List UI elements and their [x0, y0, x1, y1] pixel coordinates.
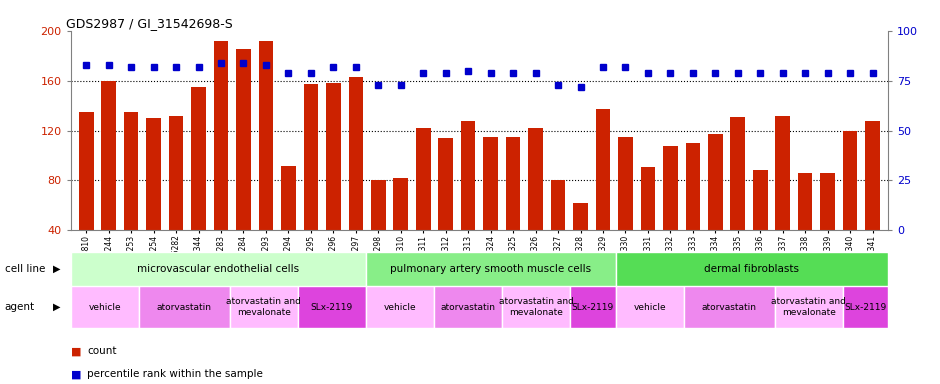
Bar	[258, 41, 274, 280]
Text: ■: ■	[70, 369, 81, 379]
Bar	[502, 286, 571, 328]
Bar	[571, 286, 616, 328]
Text: agent: agent	[5, 302, 35, 312]
Bar	[551, 180, 565, 280]
Bar	[663, 146, 678, 280]
Bar	[616, 286, 683, 328]
Bar	[596, 109, 610, 280]
Bar	[229, 286, 298, 328]
Bar	[438, 138, 453, 280]
Text: atorvastatin and
mevalonate: atorvastatin and mevalonate	[772, 298, 846, 317]
Bar	[506, 137, 521, 280]
Bar	[415, 128, 431, 280]
Bar	[776, 116, 790, 280]
Bar	[349, 77, 363, 280]
Bar	[298, 286, 366, 328]
Bar	[730, 117, 745, 280]
Bar	[70, 286, 138, 328]
Bar	[371, 180, 385, 280]
Text: ▶: ▶	[53, 264, 60, 274]
Text: GDS2987 / GI_31542698-S: GDS2987 / GI_31542698-S	[67, 17, 233, 30]
Bar	[753, 170, 768, 280]
Text: atorvastatin and
mevalonate: atorvastatin and mevalonate	[227, 298, 301, 317]
Bar	[147, 118, 161, 280]
Bar	[775, 286, 843, 328]
Bar	[70, 252, 366, 286]
Bar	[191, 87, 206, 280]
Text: vehicle: vehicle	[88, 303, 121, 312]
Text: pulmonary artery smooth muscle cells: pulmonary artery smooth muscle cells	[390, 264, 591, 274]
Bar	[102, 81, 116, 280]
Bar	[281, 166, 296, 280]
Bar	[124, 112, 138, 280]
Text: ■: ■	[70, 346, 81, 356]
Bar	[573, 203, 588, 280]
Text: ▶: ▶	[53, 302, 60, 312]
Text: SLx-2119: SLx-2119	[844, 303, 886, 312]
Bar	[366, 252, 616, 286]
Bar	[138, 286, 229, 328]
Bar	[843, 131, 857, 280]
Text: vehicle: vehicle	[384, 303, 416, 312]
Bar	[79, 112, 93, 280]
Bar	[461, 121, 476, 280]
Bar	[213, 41, 228, 280]
Bar	[236, 50, 251, 280]
Text: percentile rank within the sample: percentile rank within the sample	[87, 369, 263, 379]
Bar	[394, 178, 408, 280]
Bar	[326, 83, 340, 280]
Bar	[708, 134, 723, 280]
Bar	[304, 84, 319, 280]
Bar	[866, 121, 880, 280]
Text: SLx-2119: SLx-2119	[310, 303, 352, 312]
Text: cell line: cell line	[5, 264, 45, 274]
Text: atorvastatin: atorvastatin	[441, 303, 495, 312]
Text: SLx-2119: SLx-2119	[572, 303, 614, 312]
Bar	[366, 286, 434, 328]
Bar	[685, 143, 700, 280]
Bar	[616, 252, 888, 286]
Bar	[843, 286, 888, 328]
Text: vehicle: vehicle	[634, 303, 666, 312]
Text: count: count	[87, 346, 117, 356]
Bar	[528, 128, 543, 280]
Text: microvascular endothelial cells: microvascular endothelial cells	[137, 264, 299, 274]
Bar	[483, 137, 498, 280]
Bar	[798, 173, 812, 280]
Text: dermal fibroblasts: dermal fibroblasts	[704, 264, 800, 274]
Bar	[169, 116, 183, 280]
Text: atorvastatin: atorvastatin	[702, 303, 757, 312]
Bar	[821, 173, 835, 280]
Bar	[640, 167, 655, 280]
Text: atorvastatin: atorvastatin	[157, 303, 212, 312]
Text: atorvastatin and
mevalonate: atorvastatin and mevalonate	[499, 298, 573, 317]
Bar	[434, 286, 502, 328]
Bar	[683, 286, 775, 328]
Bar	[619, 137, 633, 280]
